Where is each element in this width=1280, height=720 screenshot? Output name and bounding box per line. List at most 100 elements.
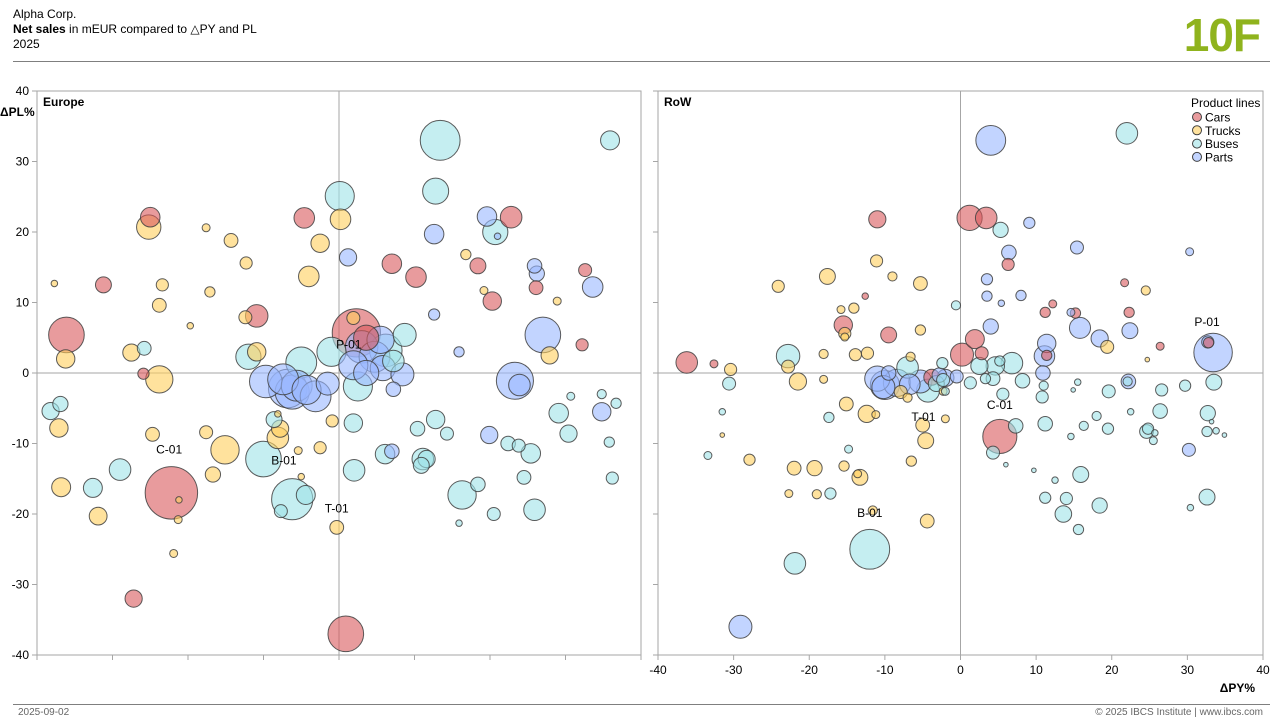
bubble-parts [975, 124, 1007, 156]
bubble-parts [581, 276, 604, 298]
bubble-label: T-01 [325, 502, 349, 516]
bubble-trucks [902, 392, 913, 403]
bubble-buses [718, 408, 727, 416]
bubble-buses [1122, 376, 1133, 387]
bubble-buses [1199, 405, 1216, 422]
bubble-trucks [552, 296, 562, 306]
bubble-buses [1072, 466, 1090, 483]
legend-marker-parts [1192, 151, 1202, 162]
bubble-cars [469, 257, 487, 275]
bubble-buses [596, 389, 607, 400]
bubble-trucks [274, 410, 282, 418]
bubble-trucks [840, 332, 850, 342]
bubble-buses [422, 177, 450, 205]
bubble-cars [675, 351, 699, 374]
legend-label-cars: Cars [1205, 111, 1230, 125]
bubble-trucks [1100, 339, 1115, 354]
bubble-buses [950, 300, 962, 311]
bubble-trucks [310, 233, 330, 253]
bubble-buses [566, 391, 576, 401]
bubble-parts [982, 318, 999, 335]
bubble-cars [144, 466, 199, 520]
bubble-label: B-01 [271, 454, 297, 468]
measure-bold: Net sales [13, 22, 66, 36]
bubble-buses [1186, 503, 1195, 512]
bubble-trucks [724, 362, 738, 377]
bubble-buses [940, 386, 950, 396]
bubble-parts [1069, 240, 1084, 255]
bubble-parts [997, 299, 1006, 307]
x-tick-label: 20 [1105, 663, 1119, 677]
bubble-trucks [1144, 356, 1151, 363]
bubble-cars [381, 253, 403, 274]
bubble-buses [1141, 422, 1155, 435]
bubble-cars [327, 615, 365, 653]
bubble-trucks [917, 432, 935, 450]
bubble-parts [728, 614, 753, 639]
bubble-trucks [838, 396, 854, 412]
bubble-buses [1212, 427, 1220, 435]
x-tick-label: -40 [649, 663, 667, 677]
bubble-cars [405, 266, 427, 288]
bubble-label: T-01 [911, 410, 935, 424]
bubble-buses [1067, 432, 1075, 441]
bubble-buses [849, 528, 891, 570]
bubble-buses [1201, 425, 1213, 438]
bubble-trucks [210, 435, 240, 465]
bubble-cars [964, 329, 985, 350]
bubble-buses [419, 119, 461, 161]
y-tick-label: -20 [12, 507, 30, 521]
bubble-parts [1023, 216, 1036, 229]
bubble-trucks [719, 432, 726, 438]
bubble-buses [963, 376, 977, 390]
bubble-trucks [836, 305, 846, 315]
bubble-buses [1101, 422, 1115, 435]
x-tick-label: 30 [1181, 663, 1195, 677]
x-tick-label: -10 [876, 663, 894, 677]
bubble-trucks [55, 349, 76, 369]
bubble-buses [1051, 476, 1059, 484]
bubble-buses [548, 402, 569, 424]
report-header: Alpha Corp. Net sales in mEUR compared t… [13, 7, 257, 52]
bubbles [41, 119, 622, 653]
bubble-buses [523, 498, 546, 522]
bubble-buses [343, 413, 364, 433]
bubble-buses [52, 395, 69, 413]
bubble-trucks [867, 505, 878, 516]
bubble-buses [986, 445, 1001, 460]
bubble-trucks [848, 348, 862, 362]
bubble-buses [1208, 418, 1215, 425]
bubble-trucks [914, 324, 927, 336]
bubble-buses [1035, 390, 1049, 404]
bubble-cars [353, 324, 380, 351]
bubble-parts [1001, 244, 1017, 261]
bubble-parts [1015, 289, 1027, 302]
bubble-trucks [145, 365, 174, 394]
bubble-buses [273, 504, 288, 519]
bubble-cars [575, 338, 589, 352]
bubble-parts [1066, 307, 1076, 317]
bubble-buses [412, 456, 430, 474]
bubble-trucks [819, 374, 829, 384]
chart-code: 10F [1183, 9, 1261, 61]
bubble-parts [1068, 316, 1092, 339]
bubble-buses [455, 519, 463, 527]
bubble-buses [1091, 410, 1102, 422]
bubble-parts [592, 402, 612, 422]
x-tick-label: -20 [801, 663, 819, 677]
bubble-buses [1155, 383, 1169, 397]
bubble-buses [1101, 384, 1116, 399]
bubble-trucks [346, 311, 361, 326]
footer-date: 2025-09-02 [18, 707, 70, 718]
bubble-trucks [853, 469, 863, 479]
bubble-buses [1178, 379, 1192, 392]
panel-title: RoW [664, 95, 692, 109]
bubble-trucks [239, 256, 253, 270]
bubble-trucks [49, 418, 69, 438]
bubble-cars [1123, 306, 1135, 319]
bubble-buses [1037, 415, 1053, 432]
bubble-buses [603, 436, 615, 448]
bubble-cars [139, 206, 161, 228]
bubble-trucks [905, 351, 916, 362]
